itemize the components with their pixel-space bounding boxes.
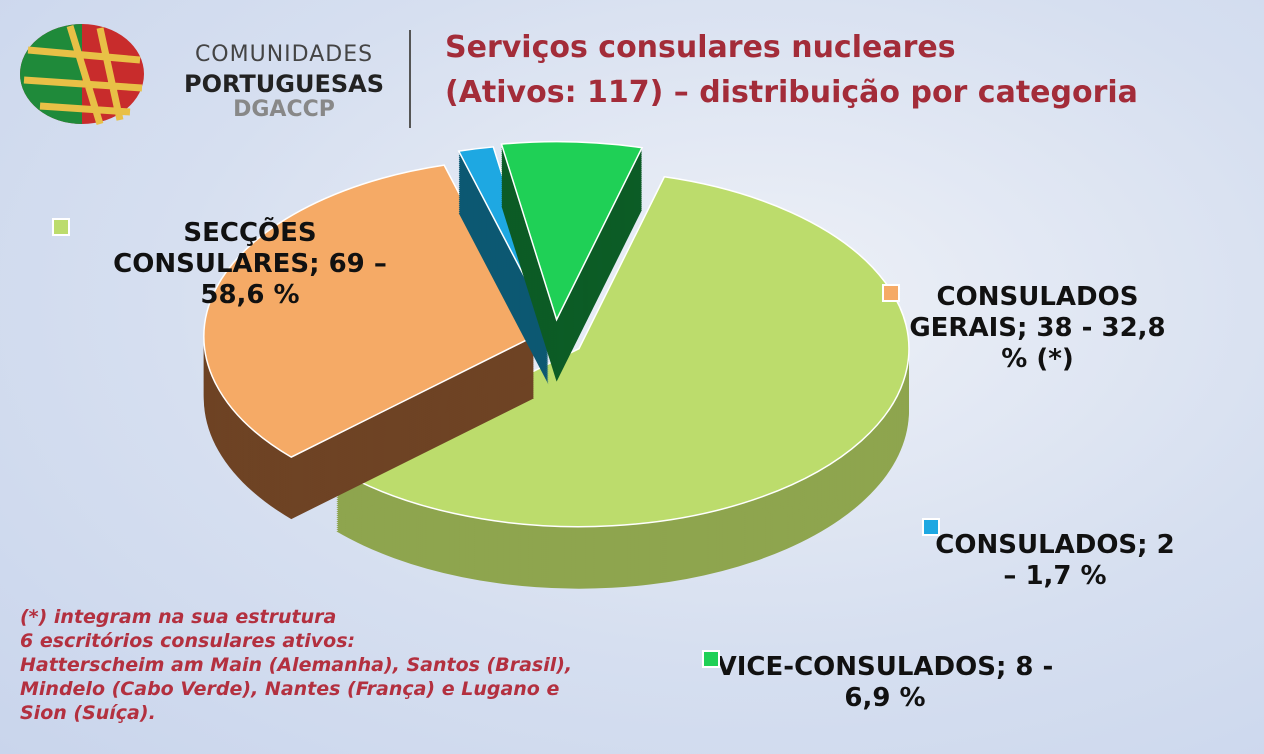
slice [203,164,535,458]
legend-marker [882,284,900,302]
data-label: CONSULADOS; 2 – 1,7 % [935,530,1175,592]
logo-text: COMUNIDADES [194,42,374,67]
data-label: SECÇÕES CONSULARES; 69 – 58,6 % [113,218,387,311]
logo-emblem [20,24,144,126]
logo-text: PORTUGUESAS [184,70,384,98]
chart-title: (Ativos: 117) – distribuição por categor… [445,75,1138,110]
legend-marker [922,518,940,536]
footnote: (*) integram na sua estrutura [20,606,337,628]
legend-marker [52,218,70,236]
footnote: Hatterscheim am Main (Alemanha), Santos … [20,654,573,676]
footnote: 6 escritórios consulares ativos: [20,630,356,652]
slice [500,140,644,322]
legend-marker [702,650,720,668]
logo-text: DGACCP [233,97,335,122]
data-label: VICE-CONSULADOS; 8 - 6,9 % [716,652,1054,714]
footnote: Sion (Suíça). [20,702,156,724]
footnote: Mindelo (Cabo Verde), Nantes (França) e … [20,678,560,700]
slice [334,175,910,528]
chart-title: Serviços consulares nucleares [445,30,956,65]
pie [203,140,910,589]
data-label: CONSULADOS GERAIS; 38 - 32,8 % (*) [909,282,1166,375]
